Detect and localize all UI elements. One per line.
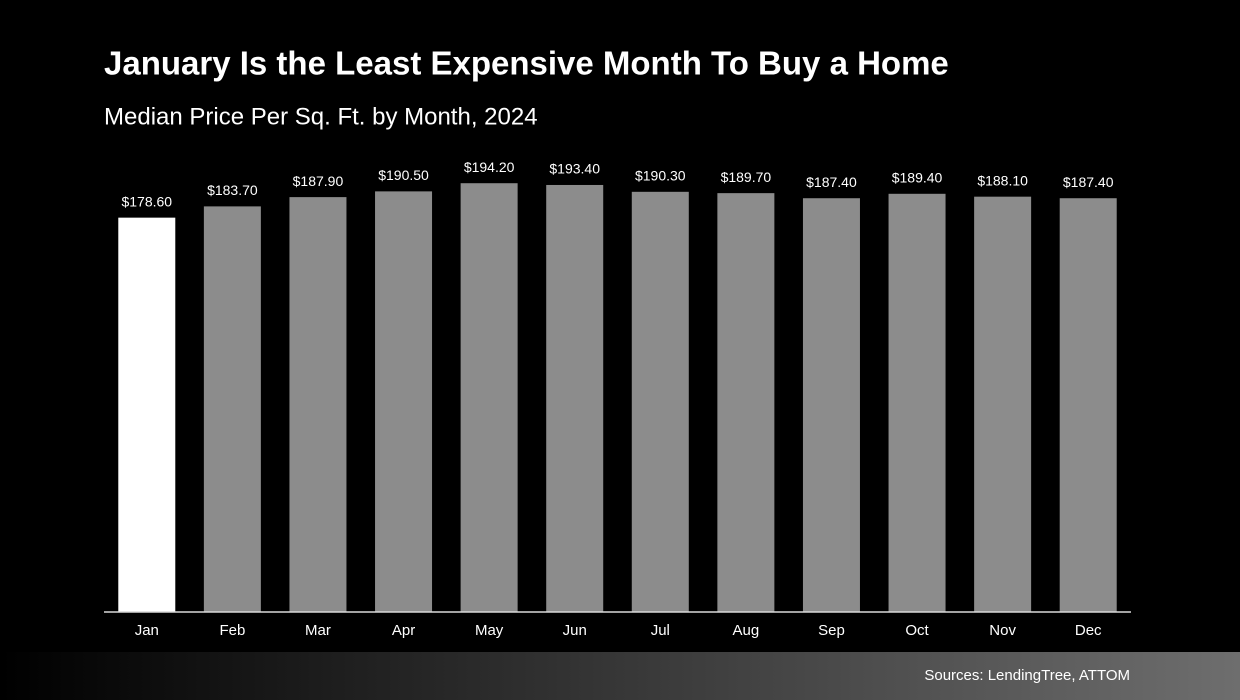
x-tick-label: Sep bbox=[818, 622, 845, 639]
bar bbox=[289, 197, 347, 612]
bar bbox=[118, 217, 176, 613]
bar bbox=[717, 193, 775, 612]
value-label: $194.20 bbox=[464, 159, 515, 175]
chart-subtitle: Median Price Per Sq. Ft. by Month, 2024 bbox=[104, 103, 538, 130]
value-label: $187.40 bbox=[806, 174, 857, 190]
bar bbox=[460, 183, 518, 612]
value-label: $178.60 bbox=[121, 193, 172, 209]
x-tick-label: Jul bbox=[651, 622, 670, 639]
x-tick-label: Mar bbox=[305, 622, 331, 639]
value-label: $193.40 bbox=[549, 161, 600, 177]
x-tick-label: Jan bbox=[135, 622, 159, 639]
bar bbox=[888, 193, 946, 612]
value-label: $187.40 bbox=[1063, 174, 1114, 190]
bar bbox=[375, 191, 433, 612]
x-tick-label: Feb bbox=[219, 622, 245, 639]
bar bbox=[1059, 198, 1117, 612]
bar bbox=[546, 184, 604, 613]
x-tick-label: Aug bbox=[733, 622, 760, 639]
chart-title: January Is the Least Expensive Month To … bbox=[104, 45, 949, 82]
bar bbox=[802, 198, 860, 612]
bar bbox=[631, 191, 689, 612]
value-label: $189.40 bbox=[892, 170, 943, 186]
footer-band bbox=[0, 652, 1240, 700]
value-label: $183.70 bbox=[207, 182, 258, 198]
value-label: $190.50 bbox=[378, 167, 429, 183]
x-tick-label: Dec bbox=[1075, 622, 1102, 639]
source-note: Sources: LendingTree, ATTOM bbox=[924, 667, 1130, 684]
value-label: $190.30 bbox=[635, 168, 686, 184]
x-tick-label: Jun bbox=[563, 622, 587, 639]
value-label: $189.70 bbox=[721, 169, 772, 185]
bar bbox=[974, 196, 1032, 612]
value-label: $187.90 bbox=[293, 173, 344, 189]
x-tick-label: May bbox=[475, 622, 504, 639]
x-tick-label: Oct bbox=[905, 622, 929, 639]
x-tick-label: Apr bbox=[392, 622, 415, 639]
x-tick-label: Nov bbox=[989, 622, 1016, 639]
value-label: $188.10 bbox=[977, 172, 1028, 188]
bar bbox=[203, 206, 261, 613]
